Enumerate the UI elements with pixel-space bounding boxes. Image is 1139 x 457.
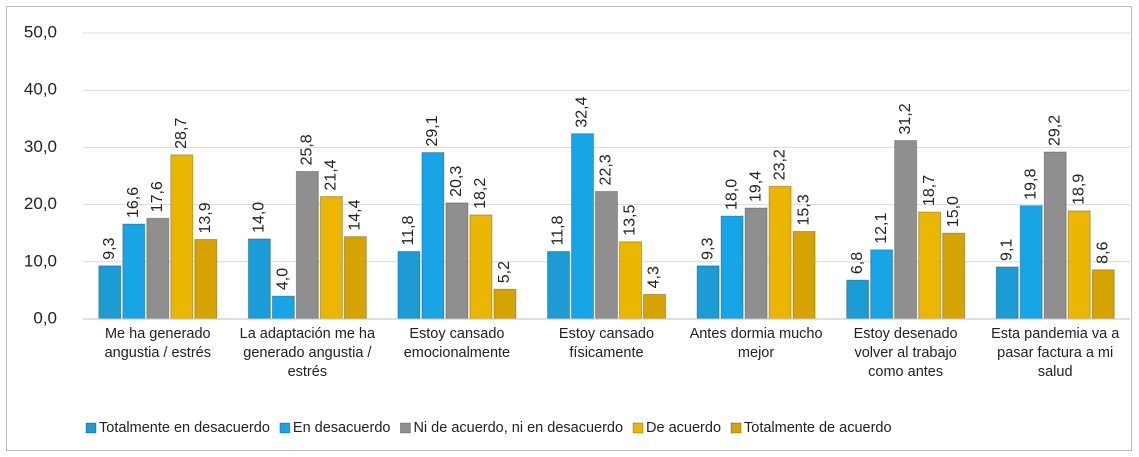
value-label: 12,1 xyxy=(873,213,890,244)
bar xyxy=(1067,210,1091,320)
value-label: 18,9 xyxy=(1070,174,1087,205)
y-tick-label: 10,0 xyxy=(24,251,57,270)
bar xyxy=(744,207,768,320)
bar xyxy=(1019,205,1043,320)
bar xyxy=(696,265,720,320)
value-label: 15,3 xyxy=(795,194,812,225)
bar xyxy=(918,211,942,320)
bar xyxy=(343,236,367,320)
value-label: 19,4 xyxy=(747,171,764,202)
bar xyxy=(397,251,421,320)
legend-swatch xyxy=(399,422,411,434)
bar xyxy=(271,295,295,320)
bar xyxy=(421,152,445,320)
y-tick-label: 40,0 xyxy=(24,80,57,99)
legend-label: Ni de acuerdo, ni en desacuerdo xyxy=(413,420,623,436)
y-tick-label: 20,0 xyxy=(24,194,57,213)
value-label: 11,8 xyxy=(550,215,567,245)
bar xyxy=(319,196,343,320)
bar xyxy=(98,265,122,320)
legend-swatch xyxy=(279,422,291,434)
value-label: 14,4 xyxy=(347,199,364,230)
value-label: 18,0 xyxy=(723,179,740,210)
value-label: 9,1 xyxy=(998,239,1015,261)
bar xyxy=(619,241,642,320)
legend-label: Totalmente en desacuerdo xyxy=(99,420,270,436)
chart-border xyxy=(6,6,1132,451)
value-label: 29,2 xyxy=(1046,115,1063,146)
bar xyxy=(720,215,744,320)
x-tick-label: Esta pandemia va a pasar factura a mi sa… xyxy=(991,326,1120,380)
legend-swatch xyxy=(85,422,97,434)
bar xyxy=(469,214,493,320)
bar xyxy=(995,266,1019,320)
value-label: 8,6 xyxy=(1094,241,1111,263)
value-label: 18,7 xyxy=(921,175,938,206)
value-label: 22,3 xyxy=(598,154,615,185)
bar xyxy=(146,217,170,320)
value-label: 14,0 xyxy=(251,202,268,233)
value-label: 25,8 xyxy=(299,134,316,165)
value-label: 21,4 xyxy=(323,159,340,190)
value-label: 9,3 xyxy=(101,237,118,259)
value-label: 5,2 xyxy=(496,261,513,283)
x-tick-label: Antes dormia mucho mejor xyxy=(689,326,823,361)
y-tick-label: 30,0 xyxy=(24,137,57,156)
x-tick-label: Estoy desenado volver al trabajo como an… xyxy=(853,326,958,380)
value-label: 18,2 xyxy=(472,178,489,209)
value-label: 29,1 xyxy=(424,115,441,146)
value-label: 6,8 xyxy=(849,252,866,274)
value-label: 31,2 xyxy=(897,103,914,134)
value-label: 13,9 xyxy=(197,202,214,233)
bar xyxy=(1091,269,1115,320)
bar xyxy=(792,230,816,320)
bar xyxy=(768,185,792,320)
value-label: 4,3 xyxy=(646,266,663,288)
legend-swatch xyxy=(730,422,742,434)
y-tick-label: 0,0 xyxy=(33,308,57,327)
bar xyxy=(643,293,666,320)
value-label: 17,6 xyxy=(149,181,166,212)
value-label: 32,4 xyxy=(574,96,591,127)
bar xyxy=(493,288,517,320)
bar xyxy=(247,238,271,320)
bar xyxy=(295,170,319,320)
bar xyxy=(846,279,870,320)
value-label: 4,0 xyxy=(275,268,292,290)
value-label: 19,8 xyxy=(1022,169,1039,200)
bar xyxy=(595,190,618,320)
value-label: 9,3 xyxy=(699,237,716,259)
value-label: 15,0 xyxy=(945,196,962,227)
value-label: 20,3 xyxy=(448,166,465,197)
bar xyxy=(571,133,594,320)
x-tick-label: Me ha generado angustia / estrés xyxy=(104,326,211,361)
legend-swatch xyxy=(632,422,644,434)
bar xyxy=(870,249,894,320)
x-tick-label: Estoy cansado físicamente xyxy=(558,326,655,361)
value-label: 11,8 xyxy=(400,215,417,245)
bar xyxy=(894,140,918,320)
y-tick-label: 50,0 xyxy=(24,22,57,41)
x-tick-label: La adaptación me ha generado angustia / … xyxy=(239,326,376,380)
legend-label: Totalmente de acuerdo xyxy=(744,420,892,436)
legend-label: De acuerdo xyxy=(646,420,721,436)
value-label: 13,5 xyxy=(622,205,639,236)
value-label: 23,2 xyxy=(771,149,788,180)
value-label: 28,7 xyxy=(173,118,190,149)
legend-label: En desacuerdo xyxy=(293,420,391,436)
value-label: 16,6 xyxy=(125,187,142,218)
x-tick-label: Estoy cansado emocionalmente xyxy=(403,326,511,361)
bar xyxy=(445,202,469,320)
bar xyxy=(547,251,570,320)
bar xyxy=(942,232,966,320)
bar xyxy=(1043,151,1067,320)
bar xyxy=(122,223,146,320)
bar xyxy=(170,154,194,320)
bar xyxy=(194,238,218,320)
